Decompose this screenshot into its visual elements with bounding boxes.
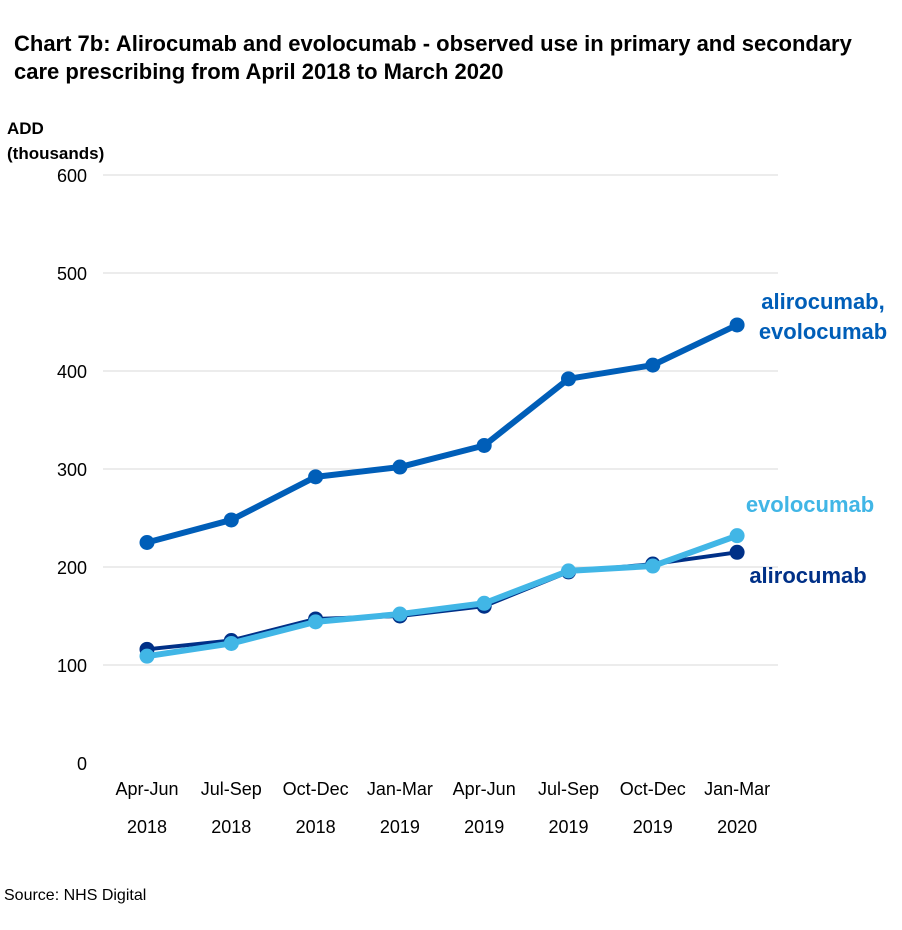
data-point <box>729 317 745 333</box>
data-point <box>308 469 324 485</box>
data-point <box>223 635 239 651</box>
data-point <box>139 648 155 664</box>
series-label: evolocumab <box>759 319 887 344</box>
y-axis-label-line-1: ADD <box>7 119 44 138</box>
series-label: alirocumab <box>749 563 866 588</box>
y-axis-label: ADD (thousands) <box>7 116 104 166</box>
series-line-2 <box>144 532 741 660</box>
data-point <box>392 459 408 475</box>
x-tick-label: Jul-Sep <box>201 779 262 799</box>
y-tick-label: 0 <box>77 754 87 774</box>
source-note: Source: NHS Digital <box>4 887 147 904</box>
data-point <box>645 357 661 373</box>
data-point <box>561 563 576 579</box>
data-point <box>476 595 492 611</box>
x-tick-label: Jul-Sep <box>538 779 599 799</box>
data-point <box>729 528 745 544</box>
y-axis-label-line-2: (thousands) <box>7 144 105 163</box>
x-tick-year: 2019 <box>548 817 588 837</box>
data-point <box>392 606 408 622</box>
x-tick-label: Oct-Dec <box>283 779 349 799</box>
series-label: evolocumab <box>746 492 874 517</box>
series-label: alirocumab, <box>761 289 884 314</box>
x-tick-year: 2019 <box>380 817 420 837</box>
y-tick-label: 100 <box>57 656 87 676</box>
x-tick-year: 2018 <box>127 817 167 837</box>
data-point <box>308 614 324 630</box>
x-tick-label: Jan-Mar <box>367 779 433 799</box>
series-line-0 <box>144 321 741 546</box>
data-point <box>223 512 239 528</box>
data-point <box>476 437 492 453</box>
y-tick-label: 300 <box>57 460 87 480</box>
x-tick-year: 2019 <box>633 817 673 837</box>
x-tick-year: 2018 <box>211 817 251 837</box>
x-tick-label: Apr-Jun <box>453 779 516 799</box>
chart-title: Chart 7b: Alirocumab and evolocumab - ob… <box>14 31 852 84</box>
data-point <box>729 544 745 560</box>
x-tick-year: 2020 <box>717 817 757 837</box>
y-tick-label: 400 <box>57 362 87 382</box>
x-tick-label: Apr-Jun <box>115 779 178 799</box>
data-point <box>645 558 661 574</box>
line-chart: 0 100 200 300 400 500 600 Apr-Jun 2018 Jul-Sep 201… <box>57 166 887 837</box>
x-tick-year: 2019 <box>464 817 504 837</box>
data-point <box>139 535 155 550</box>
y-tick-label: 500 <box>57 264 87 284</box>
x-tick-label: Jan-Mar <box>704 779 770 799</box>
data-point <box>561 371 576 387</box>
y-tick-label: 600 <box>57 166 87 186</box>
y-tick-label: 200 <box>57 558 87 578</box>
x-tick-year: 2018 <box>296 817 336 837</box>
x-tick-label: Oct-Dec <box>620 779 686 799</box>
